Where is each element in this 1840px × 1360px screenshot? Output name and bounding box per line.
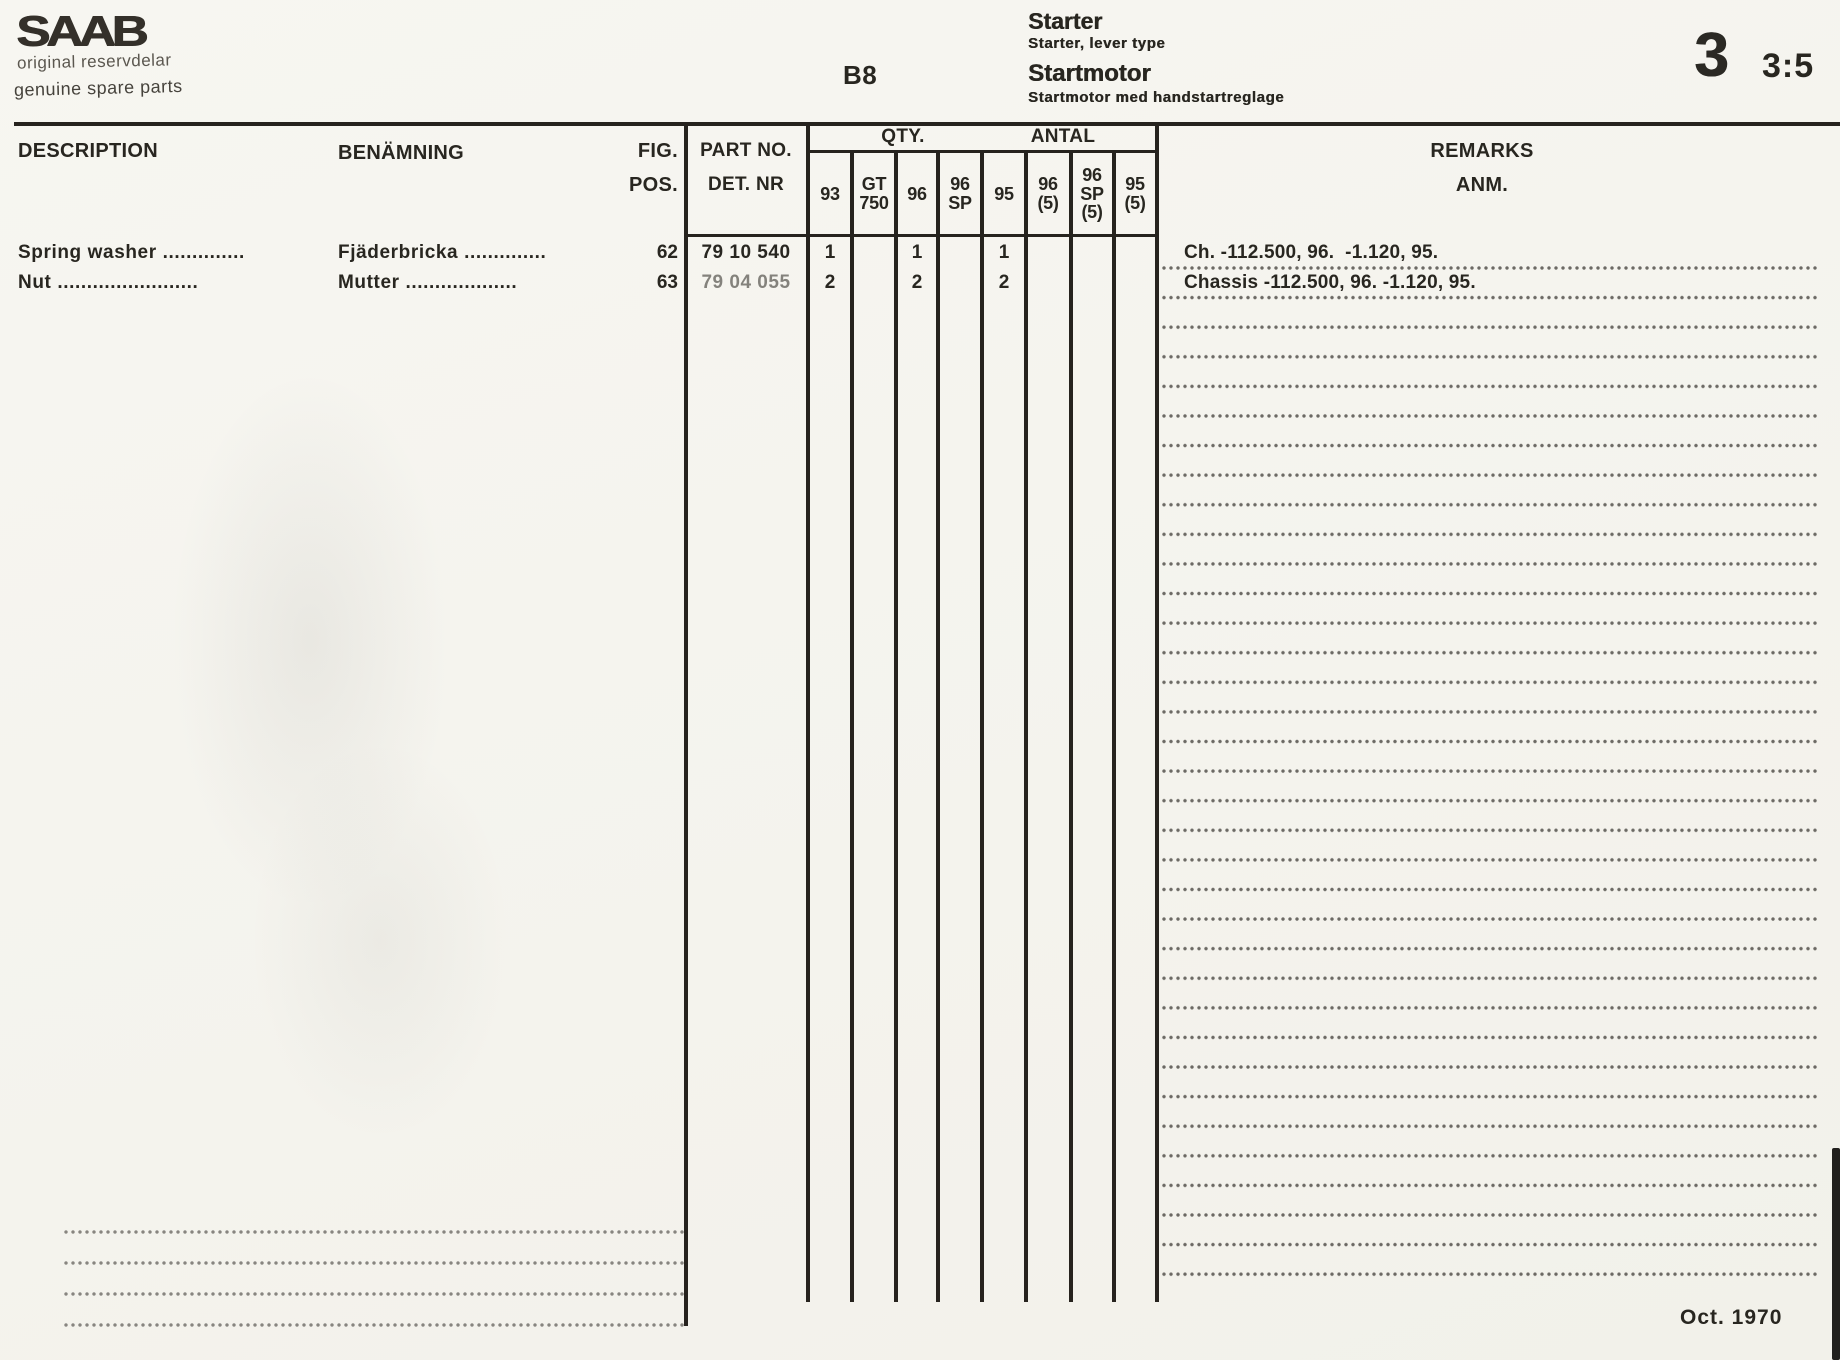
row-qty-95: 2 xyxy=(998,272,1010,293)
table-vertical-line xyxy=(1024,150,1028,1302)
page-subtitle-english: Starter, lever type xyxy=(1028,35,1166,52)
qty-col-header-95: 95 xyxy=(994,183,1014,204)
qty-col-header-gt750: GT 750 xyxy=(859,174,889,213)
qty-col-header-96: 96 xyxy=(907,183,927,204)
row-qty-96sp-5 xyxy=(1071,242,1113,266)
row-qty-96-5 xyxy=(1027,272,1069,296)
row-qty-93: 1 xyxy=(824,242,836,263)
qty-col-header-96sp-5: 96 SP (5) xyxy=(1080,164,1104,223)
row-qty-96sp-5 xyxy=(1071,272,1113,296)
column-header-antal: ANTAL xyxy=(1030,126,1096,147)
table-vertical-line xyxy=(1069,150,1073,1302)
table-vertical-line xyxy=(850,150,854,1302)
logo-subtitle-english: genuine spare parts xyxy=(13,75,183,101)
page-subtitle-swedish: Startmotor med handstartreglage xyxy=(1028,89,1285,106)
table-vertical-line xyxy=(684,122,688,1326)
row-benamning: Mutter ................... xyxy=(338,272,518,293)
logo-subtitle-swedish: original reservdelar xyxy=(16,50,172,73)
column-header-qty: QTY. xyxy=(881,126,925,147)
row-qty-93: 2 xyxy=(824,272,836,293)
page-title-swedish: Startmotor xyxy=(1028,60,1151,87)
column-header-benamning: BENÄMNING xyxy=(338,142,465,164)
row-qty-96sp xyxy=(939,272,981,296)
scan-edge-artifact xyxy=(1832,1148,1840,1360)
row-qty-95-5 xyxy=(1114,242,1156,266)
bottom-left-dotted-lines xyxy=(64,1230,684,1328)
scan-smudge xyxy=(250,740,510,1140)
section-code: B8 xyxy=(843,60,878,90)
row-qty-96: 2 xyxy=(911,272,923,293)
scan-smudge xyxy=(170,370,450,910)
row-qty-95-5 xyxy=(1114,272,1156,296)
page-section-number: 3:5 xyxy=(1762,47,1815,85)
row-qty-gt750 xyxy=(853,272,895,296)
row-qty-96-5 xyxy=(1027,242,1069,266)
table-vertical-line xyxy=(980,150,984,1302)
row-remarks: Ch. -112.500, 96. -1.120, 95. xyxy=(1184,242,1439,263)
row-qty-96: 1 xyxy=(911,242,923,263)
row-fig-pos: 62 xyxy=(656,242,678,263)
header-bottom-border xyxy=(684,234,1158,237)
column-header-fig: FIG. xyxy=(637,140,678,162)
row-description: Spring washer .............. xyxy=(18,242,245,263)
row-qty-gt750 xyxy=(853,242,895,266)
qty-col-header-96sp: 96 SP xyxy=(948,174,972,213)
table-vertical-line xyxy=(894,150,898,1302)
column-header-part-no: PART NO. xyxy=(700,140,792,161)
table-vertical-line xyxy=(806,122,810,1302)
table-vertical-line xyxy=(936,150,940,1302)
saab-logo: SAAB xyxy=(16,6,149,55)
table-vertical-line xyxy=(1155,122,1159,1302)
table-vertical-line xyxy=(1112,150,1116,1302)
row-part-no: 79 04 055 xyxy=(701,272,791,293)
row-part-no: 79 10 540 xyxy=(701,242,791,263)
row-description: Nut ........................ xyxy=(18,272,199,293)
column-header-remarks: REMARKS xyxy=(1430,140,1534,162)
qty-col-header-95-5: 95 (5) xyxy=(1124,174,1146,213)
qty-col-header-96-5: 96 (5) xyxy=(1037,174,1059,213)
page-title-english: Starter xyxy=(1028,8,1103,34)
row-qty-96sp xyxy=(939,242,981,266)
table-top-border xyxy=(14,122,1840,126)
page-number: 3 xyxy=(1694,21,1729,90)
column-header-det-nr: DET. NR xyxy=(708,174,784,195)
row-benamning: Fjäderbricka .............. xyxy=(338,242,547,263)
column-header-pos: POS. xyxy=(629,174,678,196)
row-fig-pos: 63 xyxy=(656,272,678,293)
remarks-dotted-lines xyxy=(1162,266,1818,1280)
qty-col-header-93: 93 xyxy=(820,183,840,204)
column-header-description: DESCRIPTION xyxy=(18,140,158,162)
column-header-anm: ANM. xyxy=(1455,174,1509,196)
revision-date: Oct. 1970 xyxy=(1680,1306,1783,1329)
row-qty-95: 1 xyxy=(998,242,1010,263)
